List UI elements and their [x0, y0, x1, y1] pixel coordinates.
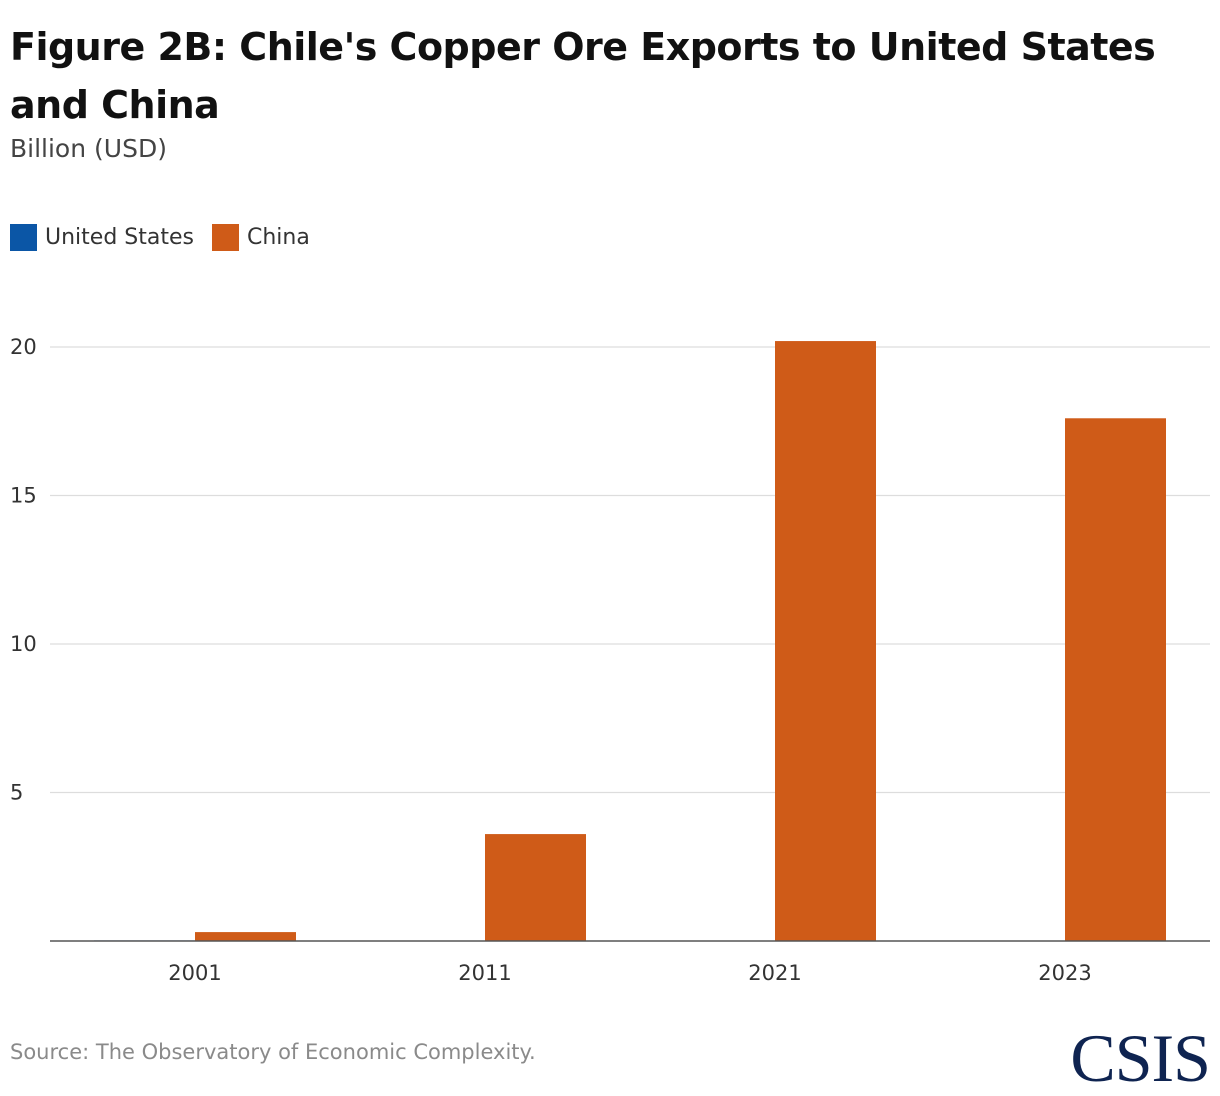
bar-china-2023: [1065, 418, 1166, 941]
x-tick-label-2011: 2011: [458, 961, 511, 985]
x-tick-label-2001: 2001: [168, 961, 221, 985]
x-axis-ticks: 2001 2011 2021 2023: [168, 961, 1091, 985]
chart-legend: United States China: [10, 224, 328, 251]
x-tick-label-2023: 2023: [1038, 961, 1091, 985]
legend-swatch-united-states: [10, 224, 37, 251]
gridlines: [50, 346, 1210, 794]
y-axis-ticks: 5 10 15 20: [10, 335, 37, 805]
legend-item-united-states: United States: [10, 224, 194, 251]
source-note: Source: The Observatory of Economic Comp…: [10, 1040, 536, 1064]
bar-chart: 5 10 15 20 2001 2011 2021 2023: [10, 335, 1210, 985]
x-tick-label-2021: 2021: [748, 961, 801, 985]
y-tick-label-15: 15: [10, 484, 37, 508]
legend-swatch-china: [211, 224, 239, 251]
y-tick-label-20: 20: [10, 335, 37, 359]
bar-china-2011: [485, 834, 586, 941]
bar-china-2021: [775, 341, 876, 941]
bars: [94, 341, 1166, 941]
legend-item-china: China: [211, 224, 310, 251]
legend-label-united-states: United States: [45, 225, 194, 250]
y-tick-label-5: 5: [10, 781, 23, 805]
csis-logo: CSIS: [1070, 1020, 1211, 1096]
bar-china-2001: [195, 932, 296, 941]
chart-title: Figure 2B: Chile's Copper Ore Exports to…: [10, 25, 1156, 127]
legend-label-china: China: [246, 225, 310, 250]
chart-subtitle: Billion (USD): [10, 134, 167, 163]
y-tick-label-10: 10: [10, 632, 37, 656]
